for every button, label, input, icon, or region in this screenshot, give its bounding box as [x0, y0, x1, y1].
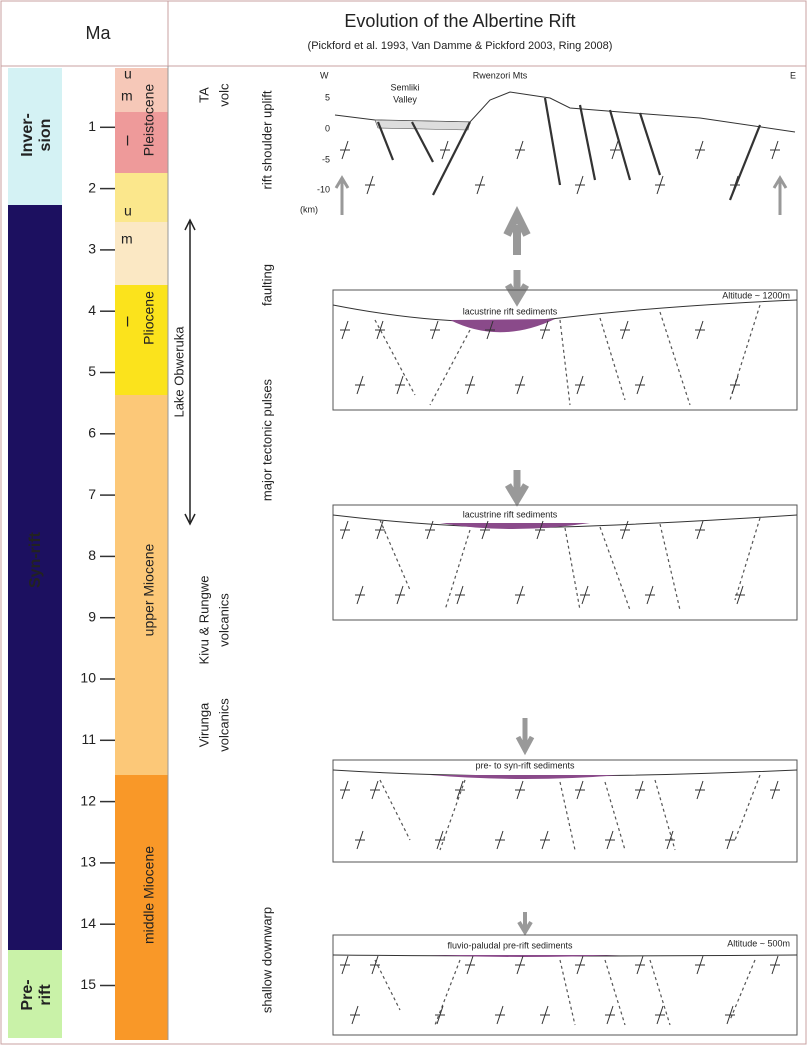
- ma-tick-label: 6: [88, 425, 96, 441]
- ma-tick-label: 9: [88, 608, 96, 624]
- epoch-label: Pliocene: [141, 291, 157, 345]
- ma-tick-label: 1: [88, 118, 96, 134]
- phase-label: sion: [37, 119, 54, 152]
- section-label: lacustrine rift sediments: [463, 306, 558, 316]
- ma-tick-label: 4: [88, 302, 96, 318]
- ma-tick-label: 8: [88, 547, 96, 563]
- section-label: Altitude ~ 1200m: [722, 290, 790, 300]
- title: Evolution of the Albertine Rift: [344, 11, 575, 31]
- ma-tick-label: 5: [88, 363, 96, 379]
- phase-label: rift: [37, 984, 54, 1006]
- ma-tick-label: 3: [88, 241, 96, 257]
- ma-tick-label: 14: [80, 915, 96, 931]
- section-label: W: [320, 70, 329, 80]
- section-label: Altitude ~ 500m: [727, 938, 790, 948]
- event-label: volcanics: [216, 698, 231, 752]
- event-label: Lake Obweruka: [171, 326, 186, 418]
- section-label: Valley: [393, 94, 417, 104]
- subepoch-label: u: [124, 203, 132, 219]
- subepoch-label: u: [124, 66, 132, 82]
- section-label: Semliki: [390, 82, 419, 92]
- epoch-label: Pleistocene: [141, 84, 157, 157]
- subepoch-label: l: [126, 314, 129, 330]
- section-label: Rwenzori Mts: [473, 70, 528, 80]
- subepoch-label: m: [121, 231, 133, 247]
- phase-label: Pre-: [19, 979, 36, 1010]
- ma-tick-label: 7: [88, 486, 96, 502]
- phase-label: Inver-: [19, 113, 36, 157]
- section-label: lacustrine rift sediments: [463, 509, 558, 519]
- section-label: fluvio-paludal pre-rift sediments: [447, 940, 573, 950]
- event-label: Kivu & Rungwe: [196, 576, 211, 665]
- sediment: [375, 120, 470, 130]
- axis-unit: (km): [300, 204, 318, 214]
- epoch-label: upper Miocene: [141, 543, 157, 636]
- ma-tick-label: 12: [80, 792, 96, 808]
- subepoch-label: m: [121, 88, 133, 104]
- section-label: E: [790, 70, 796, 80]
- process-label: rift shoulder uplift: [259, 90, 274, 189]
- section-label: pre- to syn-rift sediments: [475, 760, 575, 770]
- process-label: major tectonic pulses: [259, 378, 274, 501]
- axis-label: -5: [322, 154, 330, 164]
- phase-label: Syn-rift: [27, 531, 44, 588]
- axis-label: 5: [325, 92, 330, 102]
- axis-label: -10: [317, 184, 330, 194]
- ma-tick-label: 15: [80, 976, 96, 992]
- process-label: faulting: [259, 264, 274, 306]
- event-label: Virunga: [196, 702, 211, 747]
- ma-tick-label: 2: [88, 179, 96, 195]
- ma-tick-label: 11: [81, 731, 96, 747]
- ma-tick-label: 13: [80, 854, 96, 870]
- epoch-block: [115, 173, 168, 222]
- epoch-label: middle Miocene: [141, 846, 157, 944]
- event-label: TA: [196, 87, 211, 103]
- axis-label: 0: [325, 123, 330, 133]
- event-label: volcanics: [216, 593, 231, 647]
- subepoch-label: l: [126, 133, 129, 149]
- albertine-rift-diagram: Ma Evolution of the Albertine Rift (Pick…: [0, 0, 807, 1045]
- ma-header: Ma: [85, 23, 111, 43]
- process-label: shallow downwarp: [259, 907, 274, 1013]
- subtitle: (Pickford et al. 1993, Van Damme & Pickf…: [308, 40, 613, 52]
- ma-tick-label: 10: [80, 670, 96, 686]
- event-label: volc: [216, 83, 231, 107]
